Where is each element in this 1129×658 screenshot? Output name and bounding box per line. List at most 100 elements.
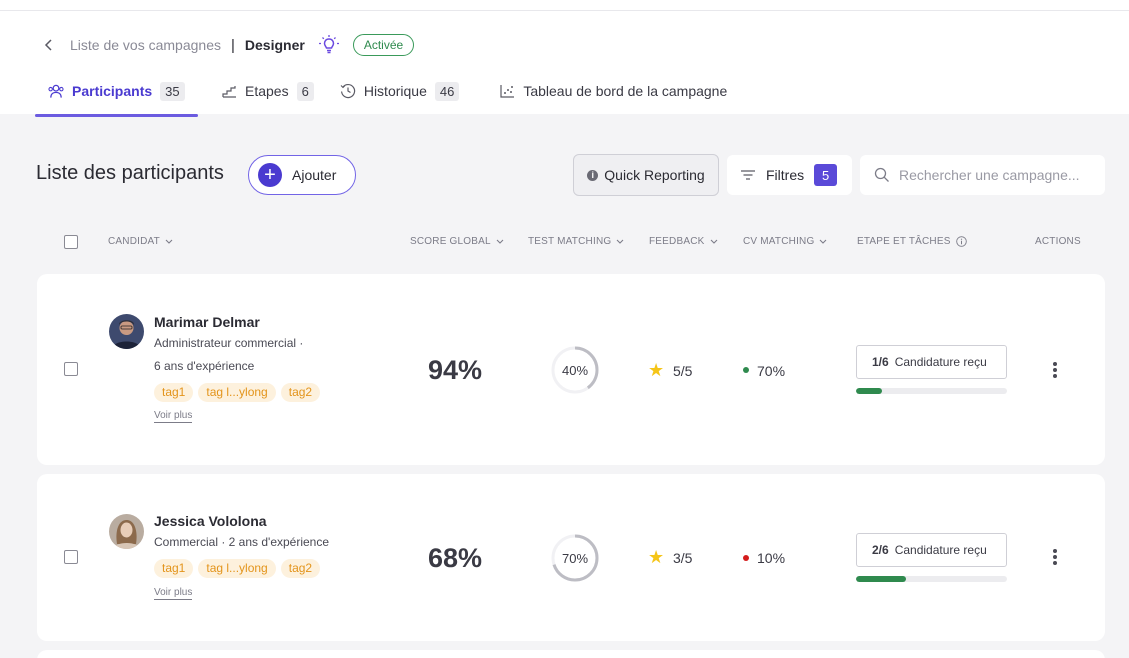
column-label: FEEDBACK — [649, 236, 705, 247]
column-header-score-global[interactable]: SCORE GLOBAL — [410, 236, 504, 247]
tag: tag l...ylong — [198, 559, 276, 578]
see-more-link[interactable]: Voir plus — [154, 587, 193, 600]
column-header-candidat[interactable]: CANDIDAT — [108, 236, 173, 247]
tab-dashboard-label: Tableau de bord de la campagne — [523, 83, 728, 99]
stage-fraction: 1/6 — [872, 355, 889, 369]
info-icon: i — [587, 169, 599, 181]
tab-etapes[interactable]: Etapes 6 — [208, 78, 327, 104]
chevron-down-icon — [496, 239, 504, 244]
quick-reporting-button[interactable]: i Quick Reporting — [573, 154, 719, 196]
column-label: CV MATCHING — [743, 236, 815, 247]
more-actions-kebab-icon[interactable] — [1050, 545, 1060, 569]
history-icon — [340, 83, 356, 99]
breadcrumb: Liste de vos campagnes | Designer Activé… — [40, 33, 415, 57]
search-input[interactable] — [899, 167, 1099, 183]
tab-participants[interactable]: Participants 35 — [35, 78, 198, 104]
chevron-down-icon — [616, 239, 624, 244]
feedback-value: 5/5 — [673, 363, 693, 379]
filters-button[interactable]: Filtres 5 — [727, 155, 852, 195]
test-matching-ring — [551, 534, 599, 582]
back-chevron-icon[interactable] — [40, 36, 58, 54]
column-label: ACTIONS — [1035, 236, 1081, 247]
test-matching-value: 40% — [561, 363, 589, 378]
star-icon: ★ — [648, 360, 665, 380]
filter-lines-icon — [740, 169, 756, 181]
breadcrumb-separator: | — [230, 36, 235, 54]
stage-label: Candidature reçu — [894, 355, 987, 369]
add-button-label: Ajouter — [292, 167, 337, 183]
users-icon — [48, 83, 64, 99]
tab-historique-count: 46 — [434, 81, 460, 101]
tab-dashboard[interactable]: Tableau de bord de la campagne — [486, 78, 740, 104]
tab-historique[interactable]: Historique 46 — [327, 78, 473, 104]
column-label: CANDIDAT — [108, 236, 160, 247]
filters-count-badge: 5 — [814, 164, 838, 186]
cv-matching-value: 70% — [757, 363, 786, 379]
status-badge: Activée — [352, 34, 415, 56]
select-all-checkbox[interactable] — [64, 235, 78, 249]
tag: tag2 — [280, 383, 321, 402]
column-header-actions: ACTIONS — [1035, 236, 1081, 247]
test-matching-value: 70% — [561, 551, 589, 566]
cv-matching-value: 10% — [757, 550, 786, 566]
participant-name[interactable]: Marimar Delmar — [154, 314, 260, 330]
tag-list: tag1 tag l...ylong tag2 — [154, 559, 325, 578]
section-title: Liste des participants — [36, 162, 224, 184]
more-actions-kebab-icon[interactable] — [1050, 358, 1060, 382]
global-score: 94% — [428, 355, 483, 385]
stage-progress-bar — [856, 576, 1007, 582]
search-box — [860, 155, 1105, 195]
column-header-test-matching[interactable]: TEST MATCHING — [528, 236, 624, 247]
participant-card — [37, 274, 1105, 465]
table-header: CANDIDAT SCORE GLOBAL TEST MATCHING FEED… — [0, 232, 1129, 252]
tab-etapes-count: 6 — [296, 81, 314, 101]
chevron-down-icon — [710, 239, 718, 244]
row-checkbox[interactable] — [64, 550, 78, 564]
stage-label: Candidature reçu — [894, 543, 987, 557]
page-title: Designer — [244, 37, 305, 53]
breadcrumb-campaign-list-link[interactable]: Liste de vos campagnes — [70, 37, 221, 53]
participant-name[interactable]: Jessica Vololona — [154, 513, 267, 529]
avatar[interactable] — [109, 514, 144, 549]
tab-historique-label: Historique — [363, 83, 427, 99]
page-header — [0, 0, 1129, 114]
column-label: ETAPE ET TÂCHES — [857, 236, 951, 247]
test-matching-ring — [551, 346, 599, 394]
column-header-etape: ETAPE ET TÂCHES — [857, 236, 967, 247]
lightbulb-icon[interactable] — [317, 33, 341, 57]
cv-status-dot — [743, 367, 749, 373]
tab-bar: Participants 35 Etapes 6 Historique 46 T… — [35, 78, 740, 116]
active-tab-indicator — [35, 114, 198, 117]
tag: tag1 — [154, 383, 194, 402]
stage-selector[interactable]: 1/6 Candidature reçu — [856, 345, 1007, 379]
tab-participants-label: Participants — [72, 83, 153, 99]
tag: tag l...ylong — [198, 383, 276, 402]
tag: tag1 — [154, 559, 194, 578]
cv-status-dot — [743, 555, 749, 561]
info-circle-icon[interactable] — [955, 236, 967, 247]
plus-icon: + — [258, 163, 282, 187]
participant-role: Commercial · 2 ans d'expérience — [154, 535, 330, 549]
column-header-cv-matching[interactable]: CV MATCHING — [743, 236, 827, 247]
see-more-link[interactable]: Voir plus — [154, 410, 193, 423]
stage-progress-fill — [856, 576, 906, 582]
row-checkbox[interactable] — [64, 362, 78, 376]
stage-selector[interactable]: 2/6 Candidature reçu — [856, 533, 1007, 567]
stage-progress-bar — [856, 388, 1007, 394]
column-label: SCORE GLOBAL — [410, 236, 491, 247]
global-score: 68% — [428, 543, 483, 573]
avatar[interactable] — [109, 314, 144, 349]
star-icon: ★ — [648, 547, 665, 567]
tab-participants-count: 35 — [160, 81, 185, 101]
add-participant-button[interactable]: + Ajouter — [248, 155, 356, 195]
tab-etapes-label: Etapes — [245, 83, 289, 99]
feedback-value: 3/5 — [673, 550, 693, 566]
filters-label: Filtres — [766, 167, 805, 183]
ring-progress — [551, 346, 599, 394]
quick-reporting-label: Quick Reporting — [604, 167, 705, 183]
tag: tag2 — [280, 559, 321, 578]
dashboard-icon — [499, 83, 515, 99]
divider — [0, 10, 1129, 11]
search-icon — [874, 167, 890, 183]
column-header-feedback[interactable]: FEEDBACK — [649, 236, 718, 247]
